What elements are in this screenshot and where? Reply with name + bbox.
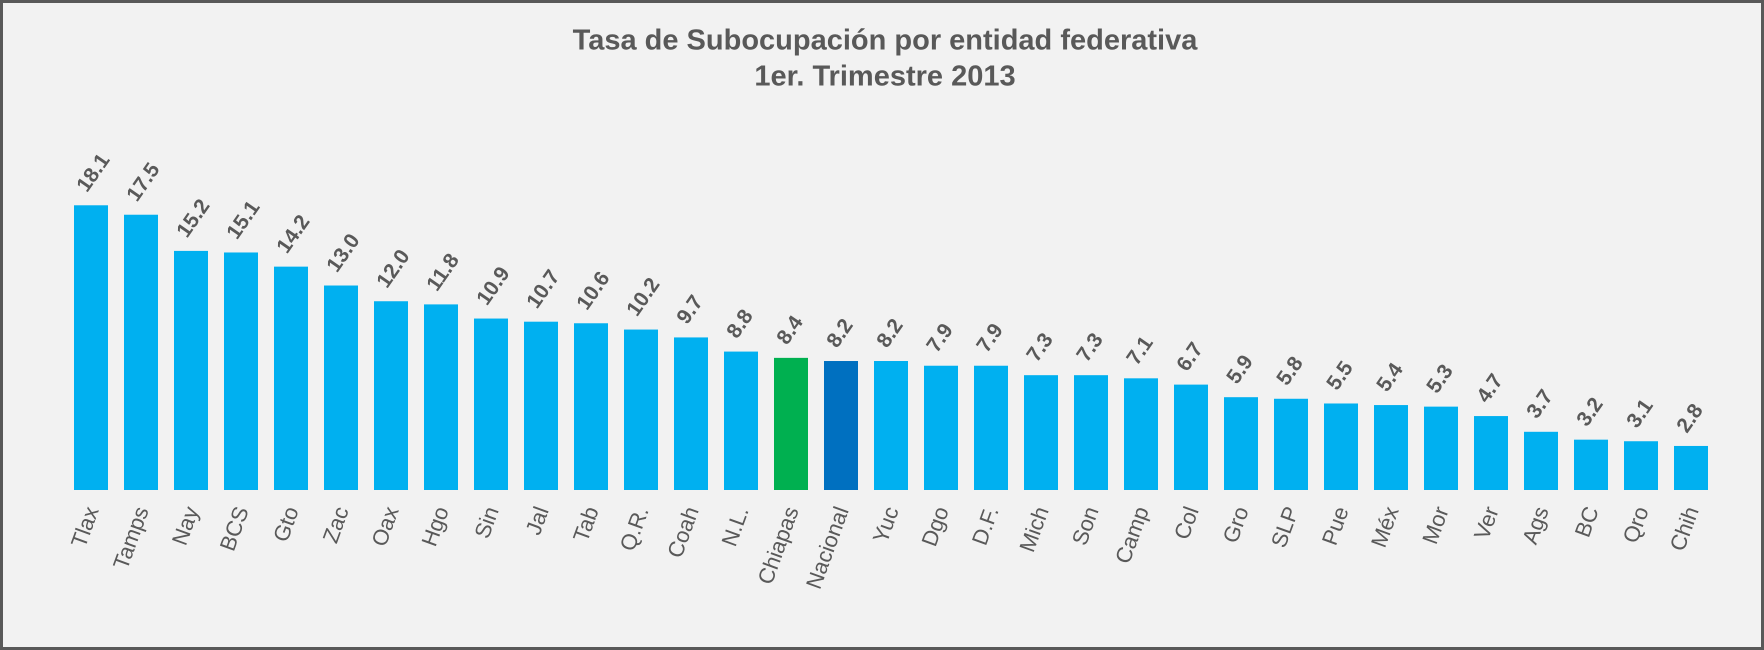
- bar: [574, 323, 608, 490]
- bar: [274, 266, 308, 490]
- bar: [74, 205, 108, 491]
- bar: [174, 250, 208, 490]
- bar: [124, 214, 158, 490]
- chart-title: Tasa de Subocupación por entidad federat…: [573, 25, 1199, 57]
- bar: [724, 351, 758, 490]
- bar: [1474, 416, 1508, 490]
- bar: [1324, 403, 1358, 490]
- bar: [224, 252, 258, 490]
- bar: [1374, 405, 1408, 490]
- bar: [974, 365, 1008, 490]
- bar: [1574, 439, 1608, 490]
- bar: [1424, 406, 1458, 490]
- bar: [924, 365, 958, 490]
- bar: [674, 337, 708, 490]
- bar: [824, 361, 858, 490]
- bar: [1524, 431, 1558, 490]
- bar: [524, 321, 558, 490]
- bar: [624, 329, 658, 490]
- bar: [1074, 375, 1108, 490]
- chart-subtitle: 1er. Trimestre 2013: [754, 61, 1015, 93]
- bar: [1174, 384, 1208, 490]
- bar: [774, 357, 808, 490]
- bar: [1674, 445, 1708, 490]
- bar: [374, 301, 408, 490]
- bar: [424, 304, 458, 490]
- bar: [1224, 397, 1258, 490]
- bar: [1124, 378, 1158, 490]
- bar: [1624, 441, 1658, 490]
- bar: [474, 318, 508, 490]
- bar: [1274, 398, 1308, 490]
- bar: [324, 285, 358, 490]
- bar: [1024, 375, 1058, 490]
- bar: [874, 361, 908, 490]
